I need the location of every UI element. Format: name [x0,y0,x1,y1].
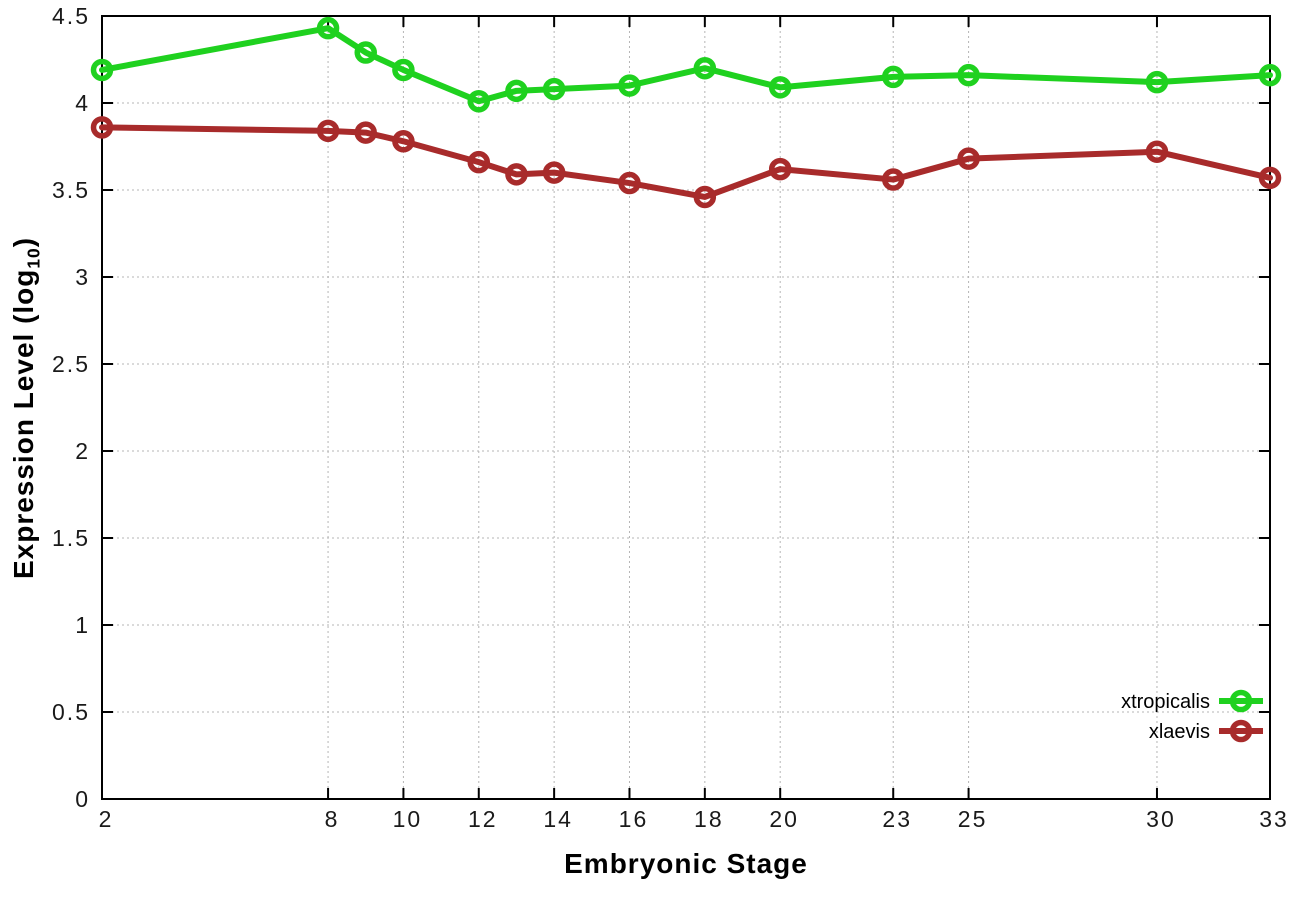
y-axis-title-main: Expression Level (log [8,268,39,580]
x-tick-label: 30 [1146,806,1176,832]
data-point-xtropicalis [542,77,566,101]
data-point-xtropicalis [957,63,980,87]
data-point-xlaevis [354,121,377,144]
data-point-xlaevis [316,119,340,143]
data-point-xtropicalis [618,74,641,97]
data-point-xtropicalis [693,56,717,80]
y-tick-label: 3 [75,264,90,290]
x-tick-label: 16 [619,806,649,832]
legend-sample-marker-xtropicalis [1229,689,1253,713]
plot-border [101,15,1271,800]
y-tick-label: 1 [75,612,90,638]
y-tick-label: 2.5 [52,351,90,377]
y-axis-title-close: ) [8,236,39,248]
data-point-xlaevis [542,161,566,184]
x-tick-label: 20 [769,806,799,832]
y-tick-label: 3.5 [52,177,90,203]
data-point-xlaevis [505,163,528,186]
data-point-xtropicalis [505,79,528,103]
data-point-xtropicalis [881,65,905,89]
y-axis-title: Expression Level (log10) [6,8,44,808]
x-tick-label: 18 [694,806,724,832]
x-tick-label: 23 [882,806,912,832]
data-point-xlaevis [881,168,905,191]
data-point-xtropicalis [467,90,491,113]
data-point-xlaevis [467,150,491,174]
x-tick-label: 25 [958,806,988,832]
x-tick-label: 12 [468,806,498,832]
data-point-xtropicalis [1258,63,1282,87]
y-tick-label: 4.5 [52,3,90,29]
data-point-xtropicalis [768,76,792,99]
data-point-xtropicalis [90,58,114,82]
data-point-xtropicalis [392,58,415,82]
series-line-xtropicalis [99,25,1273,105]
data-point-xtropicalis [316,16,340,40]
data-point-xlaevis [1145,140,1169,163]
legend-sample-marker-xlaevis [1229,719,1253,743]
data-point-xlaevis [618,171,641,195]
x-tick-label: 33 [1259,806,1289,832]
data-point-xlaevis [693,185,717,209]
x-tick-label: 14 [543,806,573,832]
legend-label-xtropicalis: xtropicalis [1121,691,1210,713]
y-tick-label: 0.5 [52,699,90,725]
y-axis-title-subscript: 10 [23,247,44,269]
y-tick-label: 2 [75,438,90,464]
data-point-xlaevis [392,130,415,153]
data-point-xlaevis [768,157,792,181]
x-tick-label: 2 [99,806,114,832]
data-point-xlaevis [957,147,980,170]
data-point-xtropicalis [354,41,377,64]
x-axis-title: Embryonic Stage [564,848,808,879]
y-tick-label: 4 [75,90,90,116]
y-tick-label: 1.5 [52,525,90,551]
data-point-xlaevis [90,116,114,139]
y-tick-label: 0 [75,786,90,812]
x-tick-label: 10 [393,806,423,832]
data-point-xlaevis [1258,166,1282,190]
legend-label-xlaevis: xlaevis [1149,721,1210,743]
x-tick-label: 8 [325,806,340,832]
series-line-xlaevis [99,124,1273,200]
data-point-xtropicalis [1145,70,1169,94]
